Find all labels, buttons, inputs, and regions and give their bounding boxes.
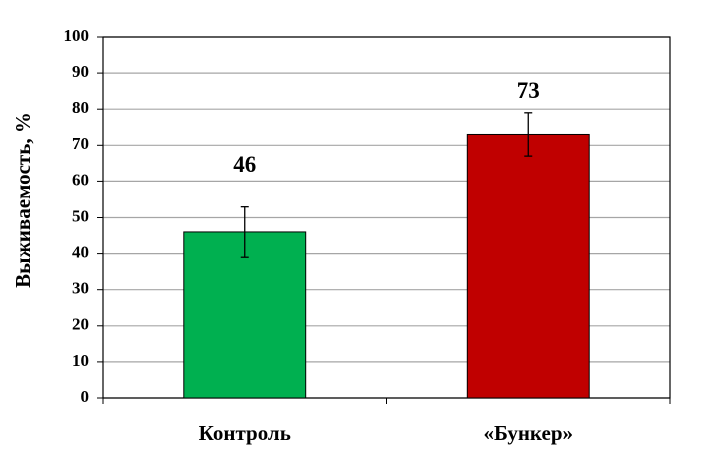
data-label: 73 xyxy=(517,78,540,103)
data-label: 46 xyxy=(233,152,256,177)
bar xyxy=(466,133,590,399)
error-bar xyxy=(240,206,249,258)
y-axis-label: Выживаемость, % xyxy=(11,112,35,288)
y-tick-label: 50 xyxy=(72,206,89,225)
y-tick-label: 30 xyxy=(72,279,89,298)
y-tick-label: 70 xyxy=(72,134,89,153)
x-tick-label: «Бункер» xyxy=(483,421,573,445)
y-tick-label: 90 xyxy=(72,62,89,81)
error-bar xyxy=(524,112,533,157)
y-tick-label: 60 xyxy=(72,170,89,189)
y-tick-label: 100 xyxy=(64,26,90,45)
bar xyxy=(183,231,307,399)
y-tick-label: 40 xyxy=(72,243,89,262)
y-tick-label: 80 xyxy=(72,98,89,117)
x-tick-label: Контроль xyxy=(199,421,291,445)
y-tick-label: 20 xyxy=(72,315,89,334)
y-tick-label: 0 xyxy=(81,387,90,406)
y-tick-label: 10 xyxy=(72,351,89,370)
